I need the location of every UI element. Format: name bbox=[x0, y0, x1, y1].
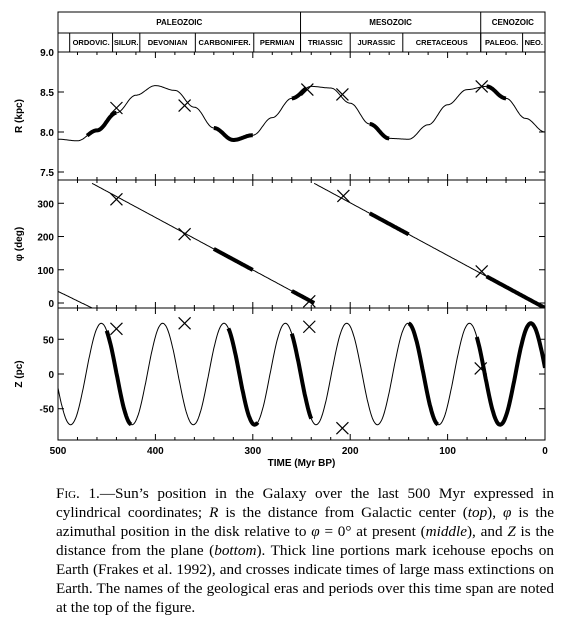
y-tick-label: 7.5 bbox=[40, 168, 54, 179]
period-label: NEO. bbox=[525, 38, 543, 47]
y-axis-label: R (kpc) bbox=[14, 99, 25, 133]
y-tick-label: 200 bbox=[37, 233, 54, 244]
era-label: MESOZOIC bbox=[369, 18, 412, 27]
x-tick-label: 300 bbox=[244, 446, 261, 457]
period-label: DEVONIAN bbox=[148, 38, 188, 47]
extinction-cross bbox=[110, 101, 123, 115]
extinction-cross bbox=[475, 79, 489, 93]
y-axis-label: Z (pc) bbox=[14, 360, 25, 387]
figure-plot: PALEOZOIC MESOZOIC CENOZOIC ORDOVIC. SILUR. D… bbox=[14, 11, 548, 469]
extinction-cross bbox=[110, 192, 123, 206]
extinction-cross bbox=[335, 87, 349, 101]
extinction-cross bbox=[474, 362, 488, 375]
extinction-cross bbox=[302, 320, 316, 334]
x-tick-label: 200 bbox=[342, 446, 359, 457]
y-tick-label: 0 bbox=[48, 370, 54, 381]
icehouse-segment bbox=[291, 86, 308, 101]
period-label: JURASSIC bbox=[358, 38, 397, 47]
extinction-cross bbox=[336, 189, 350, 203]
period-label: CARBONIFER. bbox=[199, 38, 251, 47]
extinction-cross bbox=[178, 316, 192, 330]
panel-frame bbox=[57, 179, 546, 309]
icehouse-segment bbox=[85, 110, 117, 138]
extinction-cross bbox=[300, 83, 314, 97]
icehouse-segment bbox=[104, 330, 133, 427]
era-label: PALEOZOIC bbox=[156, 18, 202, 27]
y-tick-label: 9.0 bbox=[40, 48, 54, 59]
panel-frame bbox=[57, 51, 546, 181]
caption-label: Fig. 1. bbox=[56, 485, 100, 502]
period-label: PERMIAN bbox=[260, 38, 295, 47]
y-tick-label: 100 bbox=[37, 266, 54, 277]
icehouse-segment bbox=[407, 321, 440, 427]
series-line bbox=[58, 290, 93, 308]
figure-caption: Fig. 1.—Sun’s position in the Galaxy ove… bbox=[56, 484, 554, 617]
y-tick-label: 8.0 bbox=[40, 128, 54, 139]
y-tick-label: 50 bbox=[43, 335, 55, 346]
icehouse-segment bbox=[213, 126, 253, 142]
extinction-cross bbox=[302, 294, 316, 308]
x-tick-label: 100 bbox=[439, 446, 456, 457]
extinction-cross bbox=[475, 265, 489, 278]
icehouse-segment bbox=[289, 333, 314, 420]
icehouse-segment bbox=[212, 247, 254, 272]
icehouse-segment bbox=[290, 289, 316, 305]
x-axis-label: TIME (Myr BP) bbox=[268, 458, 336, 469]
y-tick-label: 0 bbox=[48, 299, 54, 310]
icehouse-segment bbox=[368, 211, 410, 237]
x-tick-label: 500 bbox=[50, 446, 67, 457]
period-label: PALEOG. bbox=[485, 38, 518, 47]
extinction-cross bbox=[178, 99, 192, 113]
extinction-cross bbox=[335, 421, 349, 435]
era-label: CENOZOIC bbox=[492, 18, 534, 27]
y-axis-label: φ (deg) bbox=[14, 227, 25, 261]
y-tick-label: 8.5 bbox=[40, 88, 54, 99]
period-label: CRETACEOUS bbox=[416, 38, 468, 47]
caption-text: —Sun’s position in the Galaxy over the l… bbox=[56, 485, 554, 616]
y-tick-label: -50 bbox=[40, 405, 55, 416]
period-label: ORDOVIC. bbox=[73, 38, 110, 47]
extinction-cross bbox=[110, 322, 123, 336]
icehouse-segment bbox=[474, 321, 545, 427]
icehouse-segment bbox=[485, 274, 545, 308]
series-line bbox=[91, 182, 315, 304]
y-tick-label: 300 bbox=[37, 199, 54, 210]
extinction-cross bbox=[178, 227, 192, 241]
period-label: SILUR. bbox=[114, 38, 139, 47]
period-label: TRIASSIC bbox=[308, 38, 344, 47]
icehouse-segment bbox=[369, 122, 390, 141]
icehouse-segment bbox=[226, 327, 260, 427]
x-tick-label: 0 bbox=[542, 446, 548, 457]
icehouse-segment bbox=[486, 84, 507, 101]
x-tick-label: 400 bbox=[147, 446, 164, 457]
